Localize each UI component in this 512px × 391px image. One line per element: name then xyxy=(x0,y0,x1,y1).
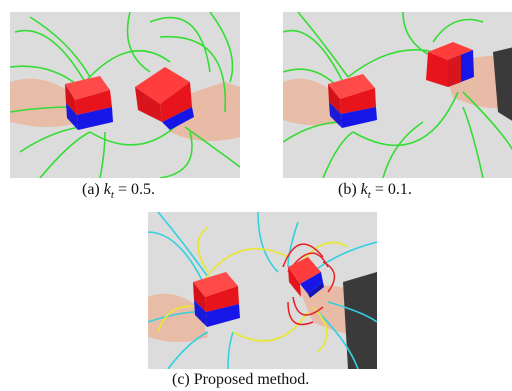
left-cube xyxy=(328,74,377,128)
caption-a: (a) kt = 0.5. xyxy=(82,181,155,201)
right-cube xyxy=(288,257,324,298)
panel-c-illustration xyxy=(148,212,377,369)
caption-b-suffix: = 0.1. xyxy=(370,181,412,198)
left-cube xyxy=(193,272,240,327)
left-hand xyxy=(10,78,80,127)
field-lines-cyan xyxy=(148,212,377,369)
panel-c-photo xyxy=(148,212,377,369)
right-cube xyxy=(135,67,194,130)
panel-b-photo xyxy=(283,12,512,178)
caption-b-prefix: (b) xyxy=(338,181,361,198)
right-cube xyxy=(426,42,474,87)
caption-a-suffix: = 0.5. xyxy=(113,181,155,198)
left-cube xyxy=(65,76,113,130)
sleeve xyxy=(343,272,377,369)
caption-c-text: (c) Proposed method. xyxy=(172,371,310,388)
panel-a-photo xyxy=(10,12,240,178)
caption-b: (b) kt = 0.1. xyxy=(338,181,412,201)
caption-a-sub: t xyxy=(110,189,114,202)
caption-a-prefix: (a) xyxy=(82,181,104,198)
sleeve xyxy=(493,47,512,121)
caption-b-var: k xyxy=(360,181,368,198)
panel-a-illustration xyxy=(10,12,240,178)
caption-b-sub: t xyxy=(367,189,371,202)
field-lines-green xyxy=(10,12,240,178)
caption-a-var: k xyxy=(103,181,111,198)
panel-b-illustration xyxy=(283,12,512,178)
right-hand xyxy=(160,82,240,141)
left-hand xyxy=(283,78,343,126)
caption-c: (c) Proposed method. xyxy=(172,371,309,389)
